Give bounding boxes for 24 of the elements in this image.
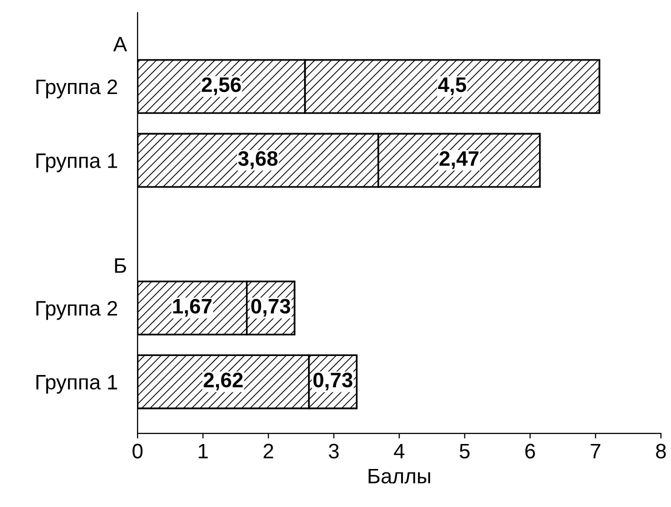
x-tick-label: 1 <box>198 444 208 458</box>
data-label: 1,67 <box>173 298 212 317</box>
data-label: 0,73 <box>251 298 290 317</box>
text: Б <box>115 258 126 273</box>
data-label: 2,56 <box>202 77 241 96</box>
data-label: 2,62 <box>204 372 243 390</box>
x-tick-label: 8 <box>656 444 666 459</box>
text: А <box>113 36 128 52</box>
y-tick-label: Группа 1 <box>36 375 118 394</box>
data-label: 3,68 <box>238 151 278 169</box>
x-tick-label: 5 <box>460 444 470 459</box>
x-tick-label: 4 <box>394 444 404 458</box>
x-tick-label: 2 <box>264 444 274 458</box>
x-tick-label: 3 <box>328 444 339 459</box>
x-tick-label: 7 <box>590 444 600 458</box>
x-tick-label: 6 <box>525 444 535 459</box>
x-axis-title: Баллы <box>368 468 430 484</box>
data-label: 2,47 <box>440 151 478 169</box>
y-tick-label: Группа 1 <box>36 154 118 172</box>
data-label: 0,73 <box>313 372 352 390</box>
x-tick-label: 0 <box>132 444 143 459</box>
y-tick-label: Группа 2 <box>36 300 118 320</box>
data-label: 4,5 <box>438 78 466 96</box>
y-tick-label: Группа 2 <box>36 80 118 98</box>
